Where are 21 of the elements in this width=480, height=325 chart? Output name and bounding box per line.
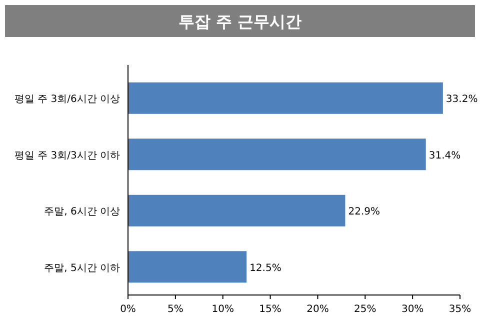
y-tick-label: 주말, 6시간 이상 [44, 206, 120, 218]
y-tick-label: 평일 주 3회/6시간 이상 [14, 94, 120, 106]
data-label: 33.2% [446, 94, 478, 106]
y-tick-label: 주말, 5시간 이하 [44, 262, 120, 274]
x-tick-label: 30% [401, 304, 424, 315]
x-tick-label: 25% [354, 304, 376, 315]
data-label: 22.9% [348, 206, 380, 218]
data-label: 12.5% [250, 262, 282, 274]
x-tick-label: 10% [212, 304, 234, 315]
x-tick-label: 15% [259, 304, 282, 315]
x-tick-label: 35% [448, 304, 472, 315]
x-tick-label: 5% [167, 304, 184, 315]
bar [128, 82, 443, 114]
y-tick-label: 평일 주 3회/3시간 이하 [14, 150, 120, 162]
bar [128, 138, 426, 170]
x-tick-label: 0% [120, 304, 136, 315]
data-label: 31.4% [428, 150, 461, 162]
x-tick-label: 20% [306, 304, 329, 315]
chart-title: 투잡 주 근무시간 [178, 12, 302, 31]
bar [128, 251, 247, 283]
bar [128, 194, 346, 226]
